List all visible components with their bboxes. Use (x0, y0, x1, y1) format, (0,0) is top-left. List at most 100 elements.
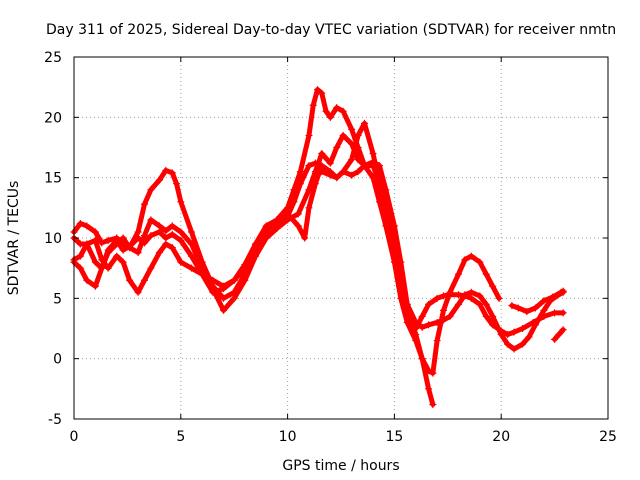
data-point-marker (76, 252, 84, 260)
data-point-marker (305, 204, 313, 212)
data-point-marker (241, 261, 249, 269)
data-point-marker (305, 162, 313, 170)
data-point-marker (220, 306, 228, 314)
data-point-marker (168, 222, 176, 230)
data-point-marker (369, 150, 377, 158)
data-point-marker (540, 297, 548, 305)
data-point-marker (476, 258, 484, 266)
data-point-marker (230, 294, 238, 302)
data-point-marker (273, 216, 281, 224)
data-point-marker (155, 248, 163, 256)
data-point-marker (467, 252, 475, 260)
data-point-marker (333, 174, 341, 182)
y-tick-label: 20 (44, 110, 62, 126)
data-point-marker (425, 300, 433, 308)
data-point-marker (531, 321, 539, 329)
data-point-marker (311, 159, 319, 167)
data-point-marker (504, 340, 512, 348)
data-point-marker (523, 308, 531, 316)
data-point-marker (314, 86, 322, 94)
data-point-marker (433, 318, 441, 326)
data-point-marker (220, 285, 228, 293)
data-point-marker (433, 337, 441, 345)
data-point-marker (425, 321, 433, 329)
data-point-marker (91, 228, 99, 236)
data-point-marker (495, 294, 503, 302)
data-point-marker (241, 276, 249, 284)
data-point-marker (119, 234, 127, 242)
data-point-marker (91, 282, 99, 290)
data-point-marker (348, 125, 356, 133)
data-point-marker (168, 244, 176, 252)
data-point-marker (354, 156, 362, 164)
data-point-marker (540, 306, 548, 314)
data-point-marker (168, 169, 176, 177)
data-point-marker (508, 302, 516, 310)
data-point-marker (209, 276, 217, 284)
data-point-marker (162, 166, 170, 174)
data-point-marker (209, 288, 217, 296)
data-point-marker (497, 331, 505, 339)
data-point-marker (326, 113, 334, 121)
data-point-marker (187, 240, 195, 248)
data-point-marker (403, 318, 411, 326)
data-point-marker (113, 252, 121, 260)
data-point-marker (519, 340, 527, 348)
data-point-marker (83, 222, 91, 230)
tick-layer: 0 5 10 15 20 25 -5 0 5 10 15 20 25 (44, 50, 617, 445)
data-point-marker (559, 326, 567, 334)
data-point-marker (104, 236, 112, 244)
data-point-marker (230, 276, 238, 284)
y-axis-label: SDTVAR / TECUs (6, 181, 22, 296)
data-point-marker (104, 264, 112, 272)
series-track-6 (551, 326, 567, 343)
data-point-marker (397, 258, 405, 266)
data-point-marker (296, 168, 304, 176)
data-point-marker (83, 240, 91, 248)
data-point-marker (339, 107, 347, 115)
data-point-marker (91, 258, 99, 266)
data-point-marker (98, 264, 106, 272)
data-point-marker (446, 291, 454, 299)
data-point-marker (339, 131, 347, 139)
data-point-marker (418, 312, 426, 320)
data-point-marker (177, 236, 185, 244)
chart-title: Day 311 of 2025, Sidereal Day-to-day VTE… (46, 22, 616, 38)
data-point-marker (173, 180, 181, 188)
data-point-marker (354, 168, 362, 176)
data-point-marker (354, 131, 362, 139)
data-point-marker (134, 288, 142, 296)
x-axis-label: GPS time / hours (282, 458, 399, 474)
data-point-marker (382, 186, 390, 194)
data-point-marker (290, 198, 298, 206)
data-point-marker (375, 162, 383, 170)
data-point-marker (418, 355, 426, 363)
data-point-marker (333, 104, 341, 112)
data-point-marker (309, 101, 317, 109)
data-point-marker (155, 176, 163, 184)
data-point-marker (140, 232, 148, 240)
data-point-marker (113, 236, 121, 244)
data-point-marker (119, 246, 127, 254)
y-tick-label: 25 (44, 50, 62, 66)
data-point-marker (476, 292, 484, 300)
data-point-marker (140, 276, 148, 284)
data-point-marker (318, 150, 326, 158)
data-point-marker (147, 232, 155, 240)
data-point-marker (403, 300, 411, 308)
series-line (509, 288, 566, 315)
data-point-marker (412, 331, 420, 339)
data-point-marker (177, 228, 185, 236)
data-point-marker (360, 162, 368, 170)
data-point-marker (548, 293, 556, 301)
data-point-marker (440, 316, 448, 324)
data-point-marker (467, 294, 475, 302)
series-track-5 (508, 287, 567, 316)
data-point-marker (198, 270, 206, 278)
data-point-marker (318, 89, 326, 97)
data-point-marker (76, 220, 84, 228)
data-point-marker (446, 312, 454, 320)
data-point-marker (147, 216, 155, 224)
data-point-marker (284, 212, 292, 220)
data-point-marker (559, 287, 567, 295)
